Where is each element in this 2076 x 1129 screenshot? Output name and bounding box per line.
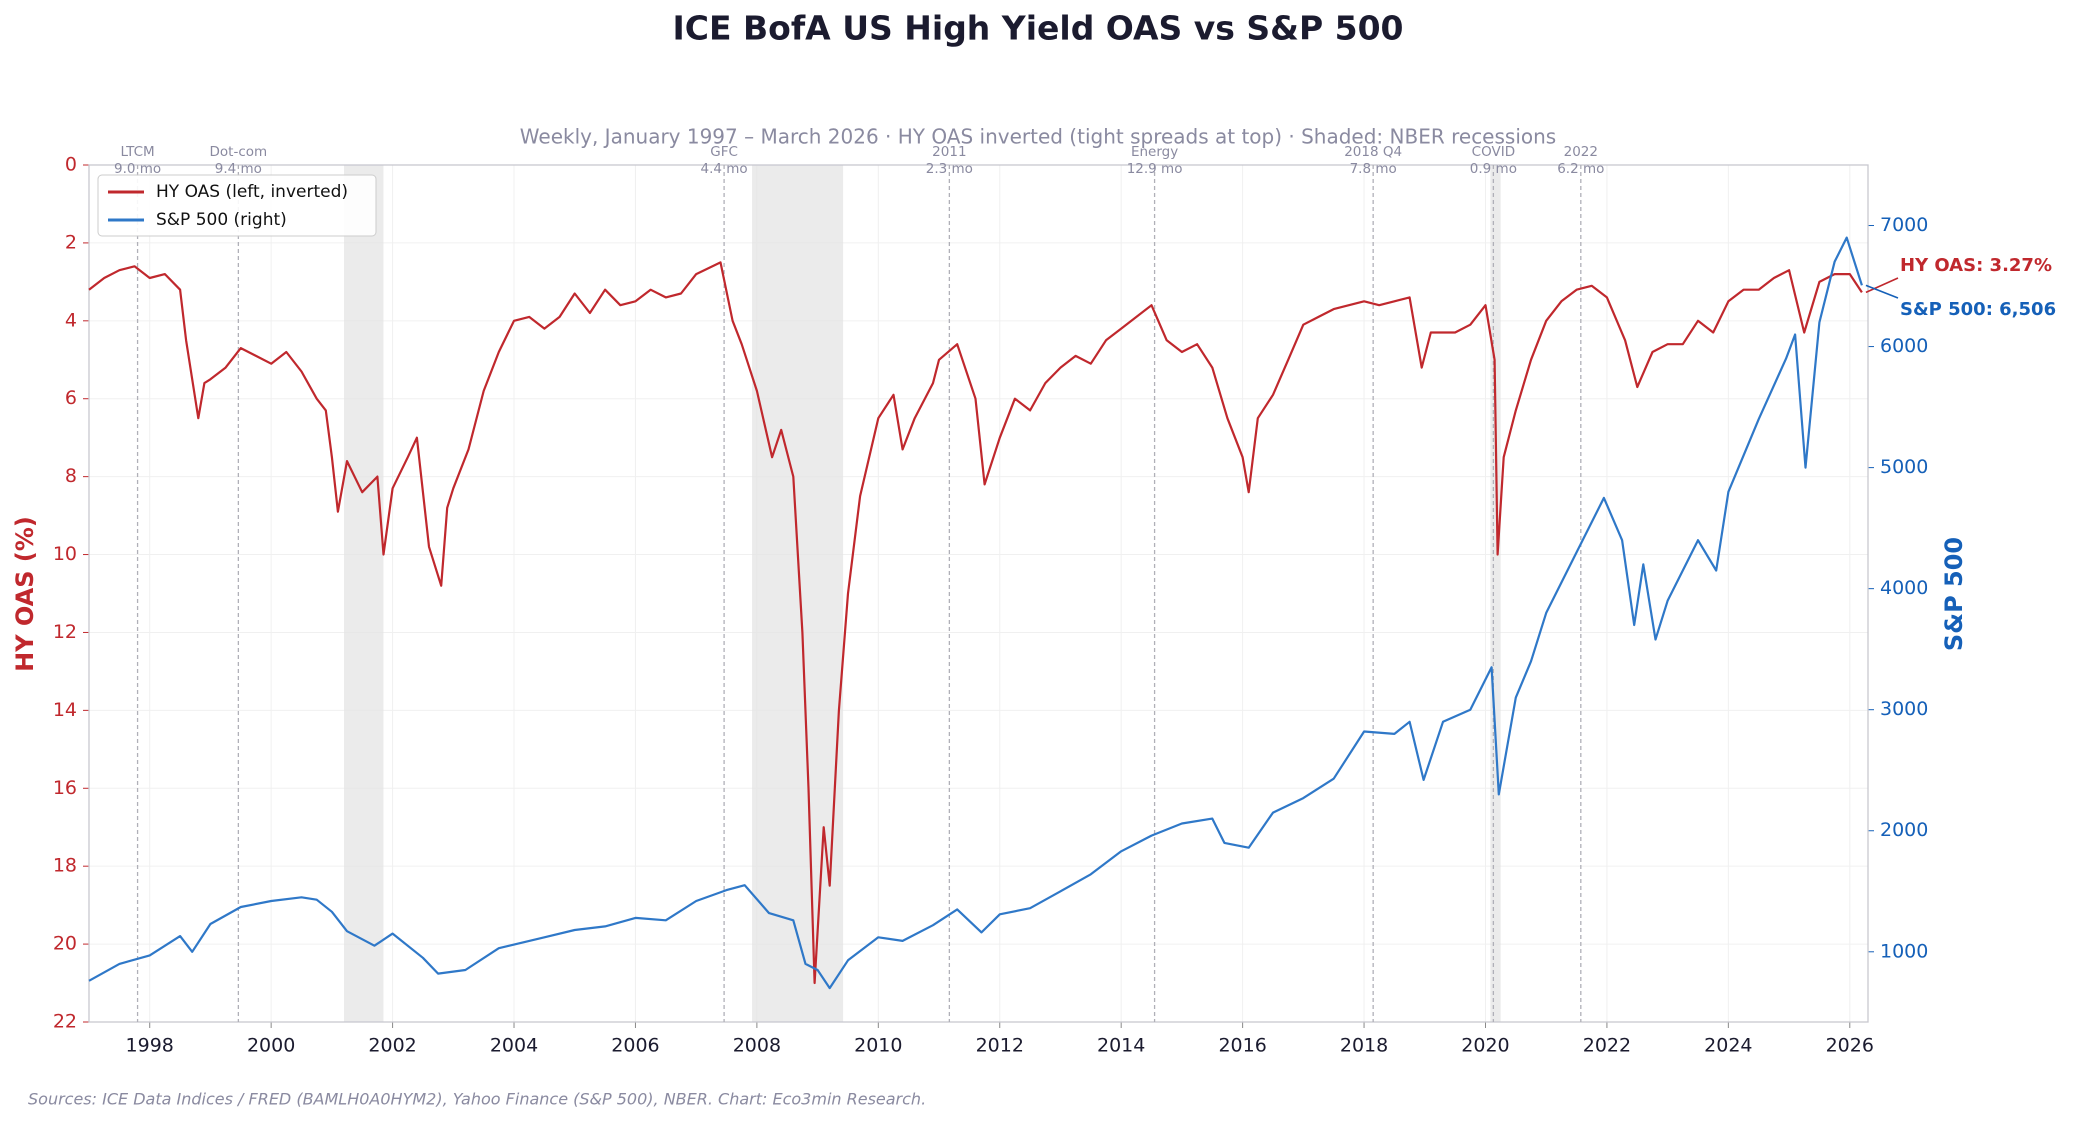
event-duration: 4.4 mo <box>701 161 748 177</box>
x-tick-label: 2020 <box>1461 1035 1509 1057</box>
series-line <box>88 261 1863 985</box>
y-tick-label: 2 <box>65 231 77 253</box>
x-tick-label: 2026 <box>1826 1035 1874 1057</box>
y-tick-label: 4 <box>65 309 77 331</box>
y2-tick-label: 6000 <box>1880 335 1928 357</box>
x-tick-label: 2002 <box>368 1035 416 1057</box>
y-tick-label: 6 <box>65 387 77 409</box>
y-tick-label: 22 <box>53 1011 77 1033</box>
event-duration: 2.3 mo <box>926 161 973 177</box>
event-duration: 0.9 mo <box>1470 161 1517 177</box>
recession-band <box>1490 165 1501 1022</box>
x-tick-label: 2000 <box>247 1035 295 1057</box>
recessions <box>344 165 1501 1022</box>
y2-tick-label: 2000 <box>1880 819 1928 841</box>
x-tick-label: 2008 <box>733 1035 781 1057</box>
y2-axis-label: S&P 500 <box>1940 537 1968 651</box>
y-tick-label: 18 <box>53 855 77 877</box>
event-label: COVID <box>1472 144 1515 160</box>
x-tick-label: 2010 <box>854 1035 902 1057</box>
event-duration: 7.8 mo <box>1350 161 1397 177</box>
x-tick-label: 2014 <box>1097 1035 1145 1057</box>
event-label: Dot-com <box>210 144 268 160</box>
plot-frame <box>88 164 1869 1023</box>
legend: HY OAS (left, inverted) S&P 500 (right) <box>97 174 377 237</box>
x-tick-label: 2022 <box>1583 1035 1631 1057</box>
legend-box <box>97 174 377 237</box>
legend-label: HY OAS (left, inverted) <box>156 182 348 202</box>
event-label: 2022 <box>1564 144 1598 160</box>
y-tick-label: 12 <box>53 621 77 643</box>
y2-tick-label: 5000 <box>1880 456 1928 478</box>
y2-tick-label: 7000 <box>1880 214 1928 236</box>
event-label: 2018 Q4 <box>1344 144 1402 160</box>
y-axis-label: HY OAS (%) <box>11 516 39 672</box>
source-note: Sources: ICE Data Indices / FRED (BAMLH0… <box>28 1090 926 1109</box>
recession-band <box>344 165 384 1022</box>
y-tick-label: 14 <box>53 699 77 721</box>
event-duration: 12.9 mo <box>1127 161 1183 177</box>
legend-label: S&P 500 (right) <box>156 210 287 230</box>
series-line <box>88 236 1863 990</box>
x-tick-label: 2016 <box>1218 1035 1266 1057</box>
event-label: GFC <box>710 144 738 160</box>
event-duration: 6.2 mo <box>1557 161 1604 177</box>
event-label: 2011 <box>932 144 966 160</box>
grid <box>89 164 1868 1023</box>
annotation: S&P 500: 6,506 <box>1900 299 2056 320</box>
x-tick-label: 2006 <box>611 1035 659 1057</box>
y2-tick-label: 4000 <box>1880 577 1928 599</box>
x-tick-label: 2004 <box>490 1035 538 1057</box>
y-tick-label: 10 <box>53 543 77 565</box>
event-label: LTCM <box>120 144 154 160</box>
y2-tick-label: 1000 <box>1880 940 1928 962</box>
event-label: Energy <box>1131 144 1178 160</box>
annotation-arrow <box>1865 284 1899 299</box>
x-tick-label: 2018 <box>1340 1035 1388 1057</box>
x-tick-label: 1998 <box>126 1035 174 1057</box>
event-duration: 9.0 mo <box>114 161 161 177</box>
y-tick-label: 16 <box>53 777 77 799</box>
annotation-arrow <box>1865 277 1899 294</box>
y-tick-label: 0 <box>65 154 77 176</box>
y2-tick-label: 3000 <box>1880 698 1928 720</box>
recession-band <box>752 165 844 1022</box>
y-tick-label: 8 <box>65 465 77 487</box>
x-tick-label: 2024 <box>1704 1035 1752 1057</box>
annotation: HY OAS: 3.27% <box>1900 255 2052 276</box>
chart-subtitle: Weekly, January 1997 – March 2026 · HY O… <box>520 125 1556 149</box>
x-tick-label: 2012 <box>976 1035 1024 1057</box>
event-duration: 9.4 mo <box>215 161 262 177</box>
chart-title: ICE BofA US High Yield OAS vs S&P 500 <box>672 9 1403 48</box>
y-tick-label: 20 <box>53 933 77 955</box>
